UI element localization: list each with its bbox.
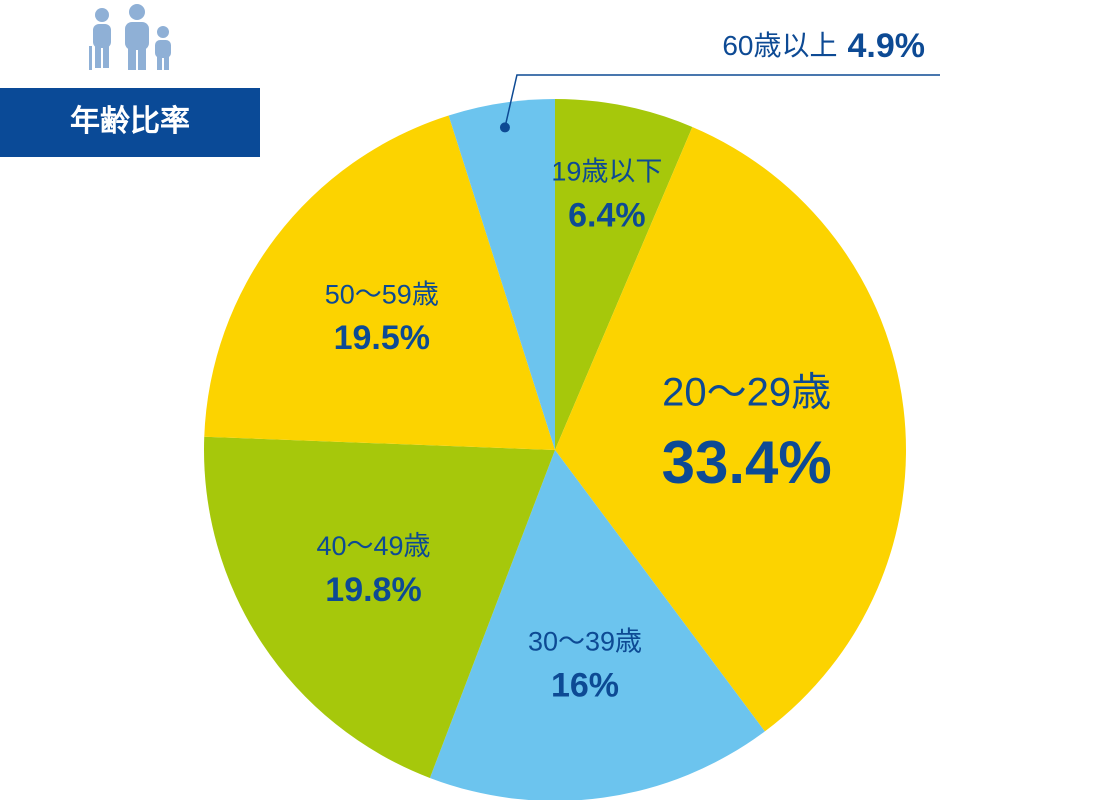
- value-label: 16%: [551, 667, 619, 705]
- value-label: 6.4%: [568, 196, 646, 234]
- pie-slice: [555, 99, 693, 450]
- category-label: 50～59歳: [325, 279, 439, 309]
- pie-slice: [204, 115, 555, 451]
- title-box: [0, 88, 260, 157]
- category-label: 19歳以下: [551, 157, 662, 187]
- slice-label: 60歳以上 4.9%: [722, 27, 925, 65]
- people-icon: [89, 4, 171, 70]
- pie-slice: [204, 436, 556, 778]
- chart-title: 年齢比率: [70, 104, 190, 138]
- value-label: 4.9%: [848, 27, 926, 65]
- leader-line: [504, 74, 940, 128]
- pie-slice: [429, 450, 765, 800]
- value-label: 19.5%: [334, 319, 430, 357]
- value-label: 33.4%: [662, 429, 832, 496]
- category-label: 60歳以上: [722, 30, 837, 61]
- category-label: 40～49歳: [316, 531, 430, 561]
- value-label: 19.8%: [325, 571, 421, 609]
- category-label: 30～39歳: [528, 627, 642, 657]
- pie-slice: [448, 99, 555, 450]
- pie-slice: [555, 126, 906, 732]
- category-label: 20～29歳: [662, 371, 831, 415]
